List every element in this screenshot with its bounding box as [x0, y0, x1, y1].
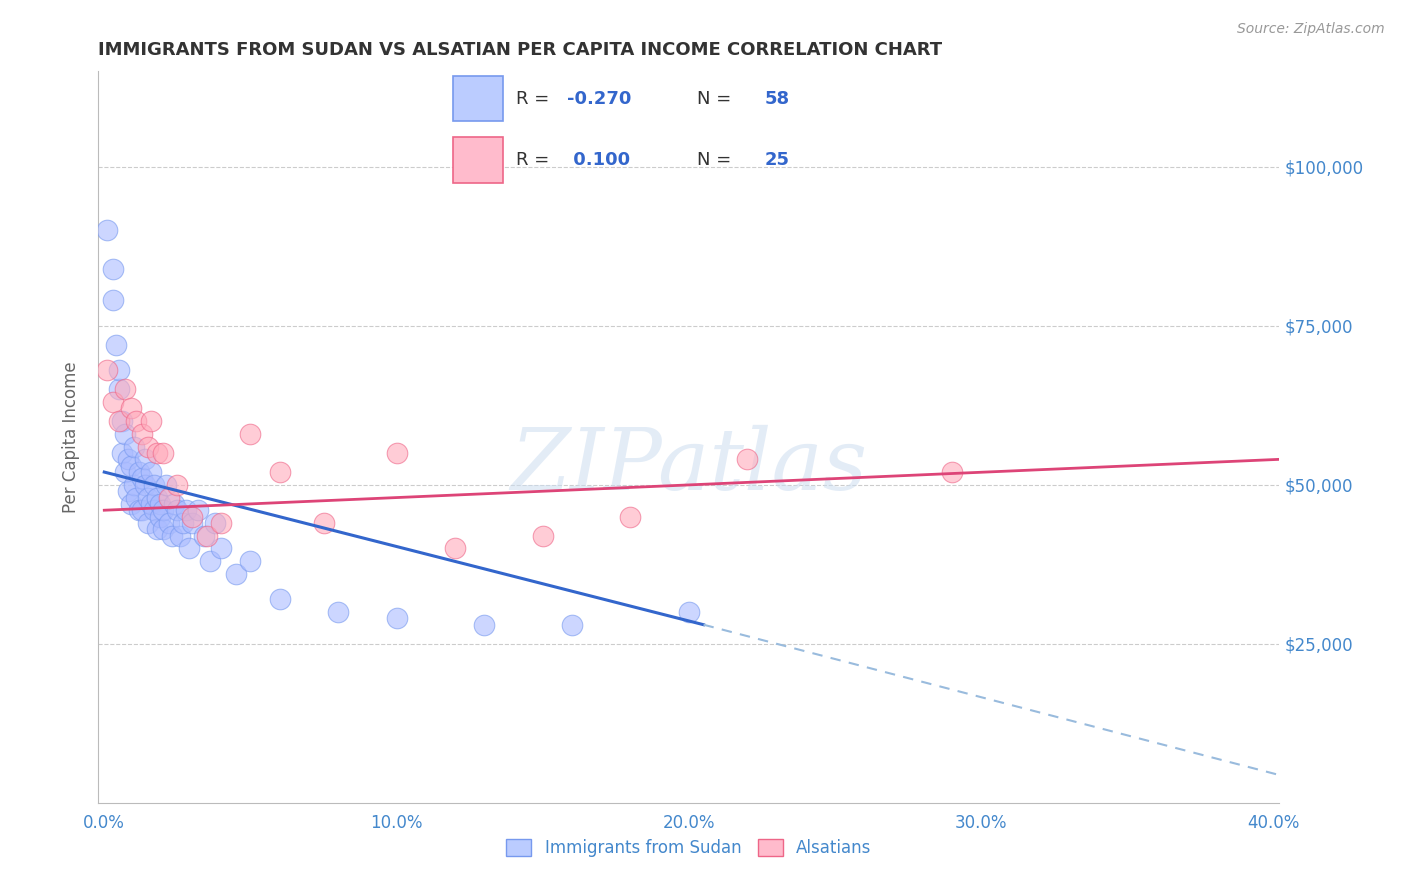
- Point: [134, 477, 156, 491]
- Point: [444, 541, 467, 556]
- Point: [117, 484, 139, 499]
- Point: [125, 491, 148, 505]
- Point: [181, 516, 204, 530]
- Point: [225, 566, 247, 581]
- Point: [239, 554, 262, 568]
- Point: [128, 465, 150, 479]
- Point: [166, 503, 188, 517]
- Text: IMMIGRANTS FROM SUDAN VS ALSATIAN PER CAPITA INCOME CORRELATION CHART: IMMIGRANTS FROM SUDAN VS ALSATIAN PER CA…: [98, 41, 942, 59]
- Point: [101, 293, 124, 308]
- Point: [139, 414, 162, 428]
- Point: [120, 401, 142, 416]
- Point: [146, 446, 169, 460]
- Point: [131, 503, 153, 517]
- Text: R =: R =: [516, 151, 555, 169]
- Point: [122, 440, 145, 454]
- Point: [149, 509, 172, 524]
- Text: -0.270: -0.270: [567, 89, 631, 108]
- Point: [174, 503, 197, 517]
- Point: [134, 452, 156, 467]
- Point: [96, 363, 118, 377]
- Point: [157, 516, 180, 530]
- Point: [204, 516, 226, 530]
- Point: [136, 491, 159, 505]
- Point: [120, 497, 142, 511]
- Point: [209, 516, 232, 530]
- Point: [169, 529, 191, 543]
- Point: [146, 491, 169, 505]
- Point: [131, 471, 153, 485]
- Point: [111, 446, 134, 460]
- Point: [239, 426, 262, 441]
- Point: [198, 554, 221, 568]
- Point: [326, 605, 349, 619]
- Point: [114, 465, 136, 479]
- Point: [160, 529, 183, 543]
- Point: [152, 503, 174, 517]
- Point: [114, 426, 136, 441]
- Point: [155, 477, 177, 491]
- Text: N =: N =: [697, 89, 737, 108]
- Point: [166, 477, 188, 491]
- Point: [385, 611, 408, 625]
- Point: [96, 223, 118, 237]
- Point: [737, 452, 759, 467]
- Point: [139, 465, 162, 479]
- Point: [312, 516, 335, 530]
- Point: [149, 497, 172, 511]
- Text: 58: 58: [765, 89, 790, 108]
- Point: [114, 383, 136, 397]
- Point: [108, 414, 131, 428]
- Point: [941, 465, 963, 479]
- Point: [131, 426, 153, 441]
- Bar: [453, 76, 503, 121]
- Point: [181, 509, 204, 524]
- Point: [143, 477, 166, 491]
- Point: [619, 509, 641, 524]
- Point: [187, 503, 209, 517]
- Point: [209, 541, 232, 556]
- Point: [152, 446, 174, 460]
- Text: Source: ZipAtlas.com: Source: ZipAtlas.com: [1237, 22, 1385, 37]
- Point: [101, 261, 124, 276]
- Point: [163, 497, 186, 511]
- Point: [269, 592, 291, 607]
- Point: [177, 541, 200, 556]
- Text: 25: 25: [765, 151, 790, 169]
- Point: [117, 452, 139, 467]
- Point: [108, 363, 131, 377]
- Point: [561, 617, 583, 632]
- Point: [104, 338, 127, 352]
- Point: [139, 497, 162, 511]
- Point: [152, 522, 174, 536]
- Point: [146, 522, 169, 536]
- Text: N =: N =: [697, 151, 737, 169]
- Point: [195, 529, 218, 543]
- Point: [101, 395, 124, 409]
- Y-axis label: Per Capita Income: Per Capita Income: [62, 361, 80, 513]
- Text: 0.100: 0.100: [567, 151, 630, 169]
- Point: [108, 383, 131, 397]
- Point: [472, 617, 495, 632]
- Point: [122, 477, 145, 491]
- Bar: [453, 137, 503, 183]
- Point: [269, 465, 291, 479]
- Point: [531, 529, 554, 543]
- Text: ZIPatlas: ZIPatlas: [510, 425, 868, 508]
- Point: [193, 529, 215, 543]
- Point: [120, 458, 142, 473]
- Point: [172, 516, 194, 530]
- Point: [157, 491, 180, 505]
- Point: [136, 440, 159, 454]
- Point: [125, 414, 148, 428]
- Point: [385, 446, 408, 460]
- Point: [143, 503, 166, 517]
- Legend: Immigrants from Sudan, Alsatians: Immigrants from Sudan, Alsatians: [499, 832, 879, 864]
- Point: [136, 516, 159, 530]
- Text: R =: R =: [516, 89, 555, 108]
- Point: [128, 503, 150, 517]
- Point: [111, 414, 134, 428]
- Point: [678, 605, 700, 619]
